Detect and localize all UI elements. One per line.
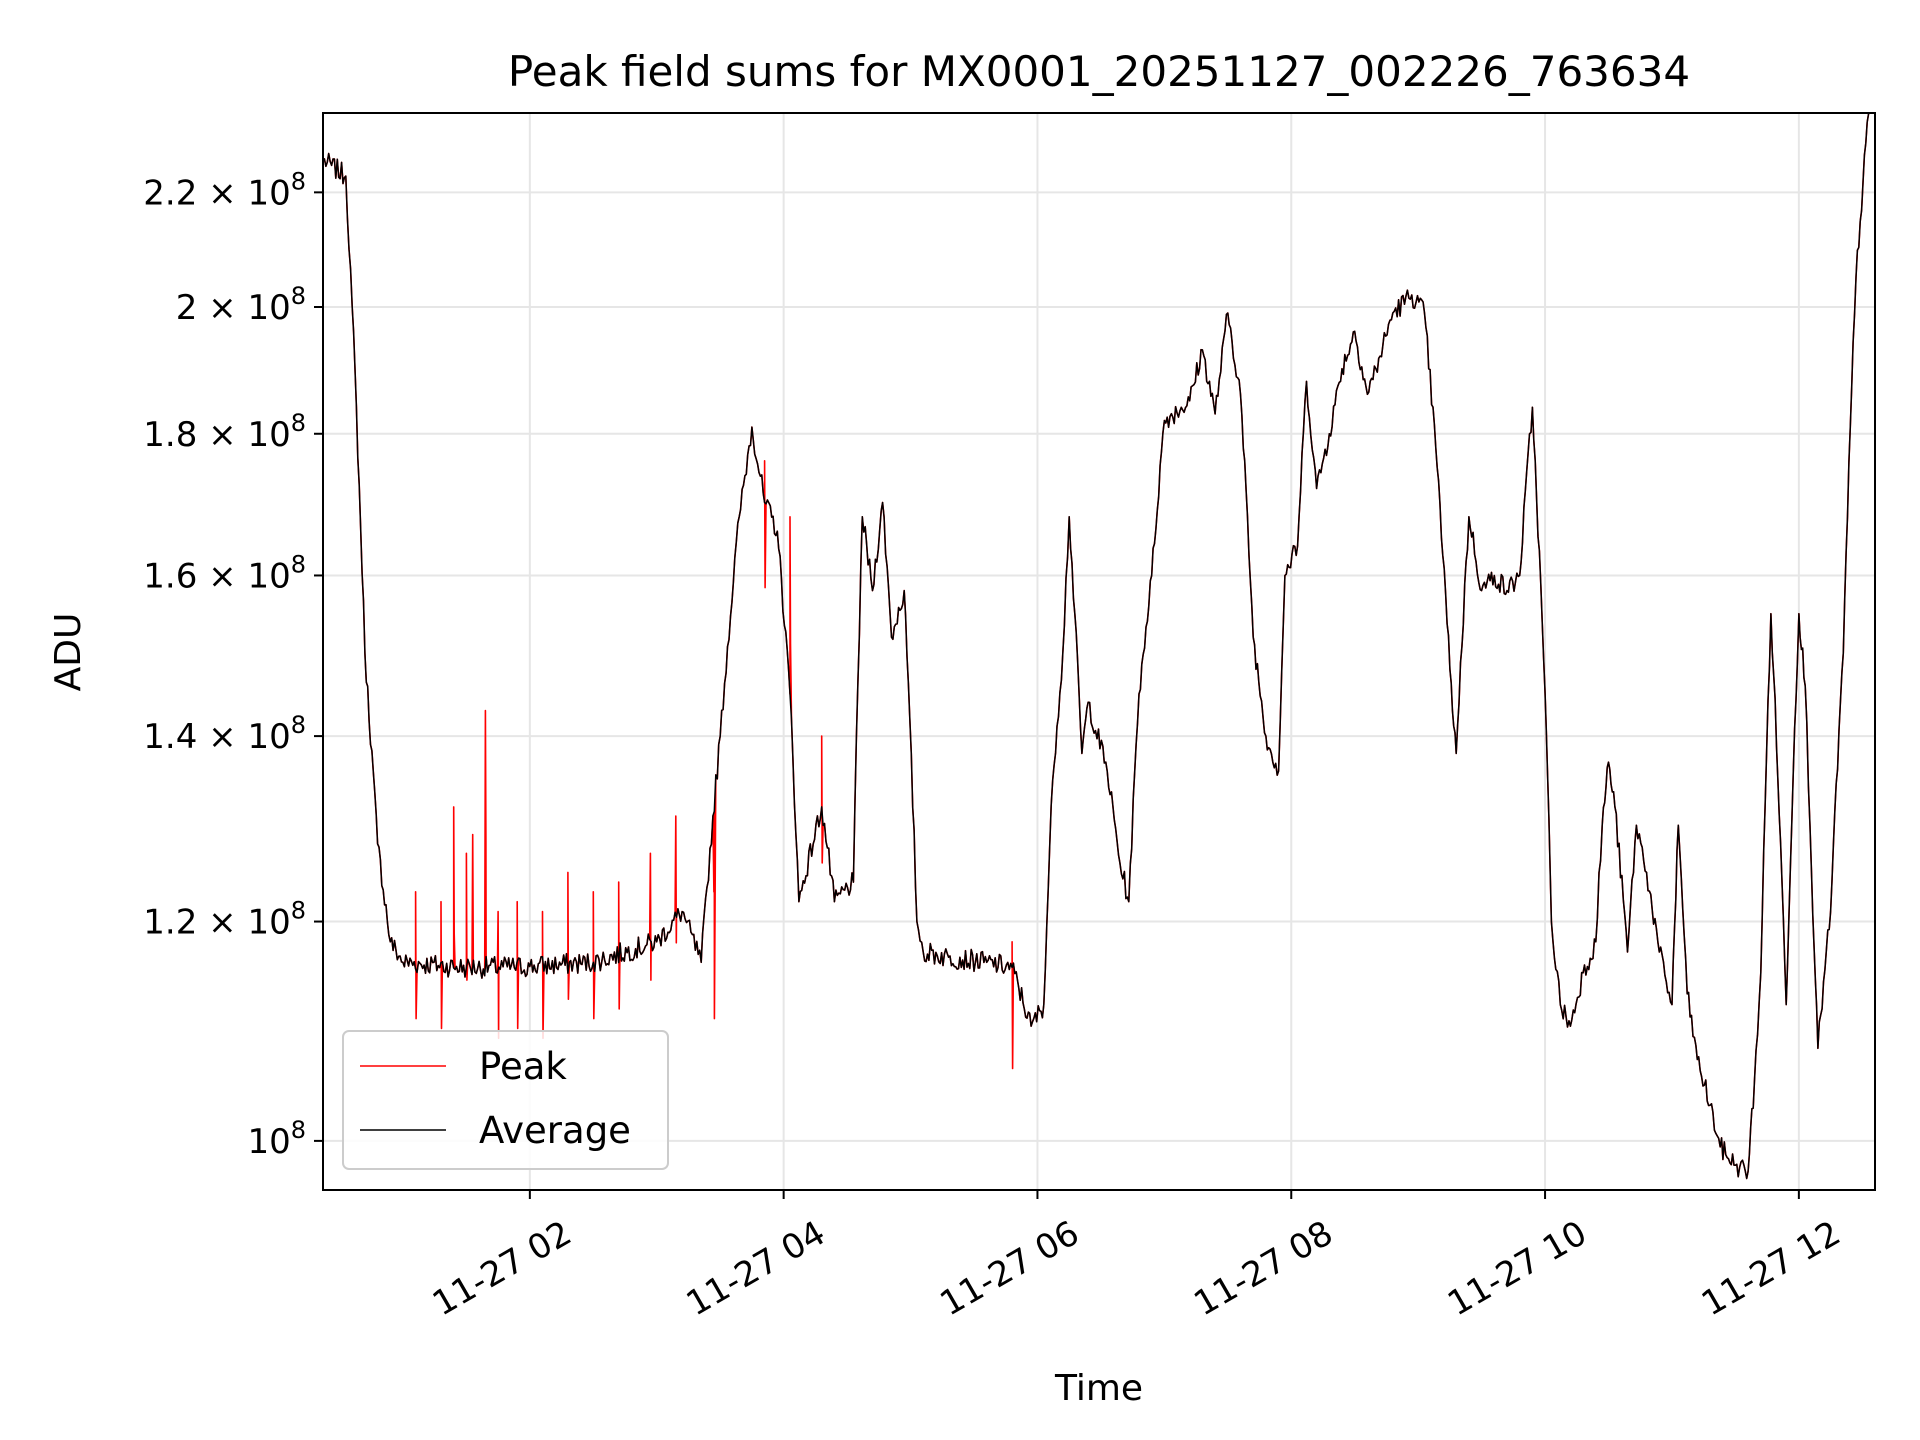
x-tick-label: 11-27 10 bbox=[1441, 1213, 1593, 1324]
x-tick-label: 11-27 08 bbox=[1187, 1213, 1339, 1324]
legend-label-peak: Peak bbox=[479, 1045, 567, 1088]
y-tick-label: 108 bbox=[247, 1116, 306, 1162]
series-average-line bbox=[322, 112, 1870, 1180]
y-tick-label: 1.8 × 108 bbox=[143, 409, 306, 455]
plot-frame bbox=[322, 112, 1876, 1191]
x-tick-label: 11-27 12 bbox=[1695, 1213, 1847, 1324]
legend-label-average: Average bbox=[479, 1109, 631, 1152]
y-tick-label: 2.2 × 108 bbox=[143, 167, 306, 213]
x-tick-label: 11-27 02 bbox=[426, 1213, 578, 1324]
y-tick-label: 1.2 × 108 bbox=[143, 897, 306, 943]
y-tick-label: 2 × 108 bbox=[176, 282, 306, 328]
grid bbox=[323, 113, 1875, 1190]
y-axis-label: ADU bbox=[48, 613, 89, 692]
x-axis-label: Time bbox=[1054, 1368, 1143, 1409]
series-layer bbox=[322, 112, 1870, 1180]
y-tick-label: 1.4 × 108 bbox=[143, 711, 306, 757]
series-peak-line bbox=[322, 112, 1870, 1180]
chart-title: Peak field sums for MX0001_20251127_0022… bbox=[508, 47, 1690, 96]
y-tick-label: 1.6 × 108 bbox=[143, 550, 306, 596]
legend: Peak Average bbox=[342, 1030, 669, 1170]
x-tick-label: 11-27 06 bbox=[934, 1213, 1086, 1324]
x-tick-label: 11-27 04 bbox=[680, 1213, 832, 1324]
y-axis: 108 1.2 × 108 1.4 × 108 1.6 × 108 1.8 × 108 2… bbox=[143, 167, 323, 1162]
x-axis: 11-27 02 11-27 04 11-27 06 11-27 08 11-27 10… bbox=[426, 1190, 1847, 1324]
